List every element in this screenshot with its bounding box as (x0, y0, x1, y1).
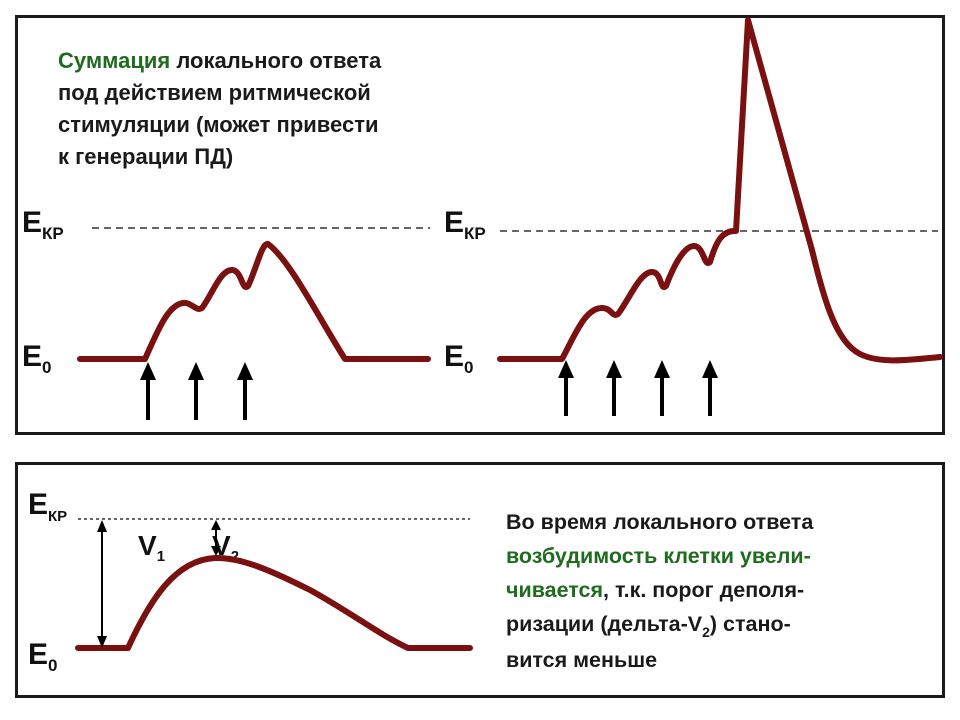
top-caption-line-3: стимуляции (может привести (58, 112, 379, 137)
bottom-e0-label: E0 (28, 638, 58, 676)
top-caption-line-4: к генерации ПД) (58, 144, 234, 169)
top-caption-line-1: Суммация локального ответа (58, 48, 382, 73)
bottom-caption-line-3: чивается, т.к. порог деполя- (506, 578, 805, 602)
v1-arrow (97, 520, 107, 648)
stimulus-arrow (654, 360, 670, 416)
stimulus-arrow (237, 362, 253, 420)
stimulus-arrow (606, 360, 622, 416)
v1-label: V1 (138, 530, 166, 566)
stimulus-arrow (702, 360, 718, 416)
right-action-potential-curve (497, 17, 943, 364)
left-summation-curve (77, 241, 431, 362)
right-stimulus-arrows (558, 360, 718, 416)
top-caption-line-2: под действием ритмической (58, 80, 371, 105)
left-ekr-label: EКР (22, 206, 64, 244)
right-e0-label: E0 (444, 340, 474, 378)
bottom-local-response-curve (75, 554, 473, 651)
bottom-caption-line-4: ризации (дельта-V2) стано- (506, 612, 791, 640)
bottom-ekr-label: EКР (28, 488, 68, 526)
bottom-caption-line-1: Во время локального ответа (506, 510, 814, 534)
top-caption: Суммация локального ответа под действием… (58, 45, 381, 173)
top-panel (15, 15, 945, 435)
v2-arrow (211, 520, 221, 556)
stimulus-arrow (140, 362, 156, 420)
stimulus-arrow (188, 362, 204, 420)
left-e0-label: E0 (22, 340, 52, 378)
left-stimulus-arrows (140, 362, 253, 420)
bottom-caption-line-2: возбудимость клетки увели- (506, 544, 811, 568)
right-ekr-label: EКР (444, 206, 486, 244)
bottom-caption-line-5: вится меньше (506, 648, 658, 672)
stimulus-arrow (558, 360, 574, 416)
bottom-caption: Во время локального ответа возбудимость … (506, 505, 813, 677)
